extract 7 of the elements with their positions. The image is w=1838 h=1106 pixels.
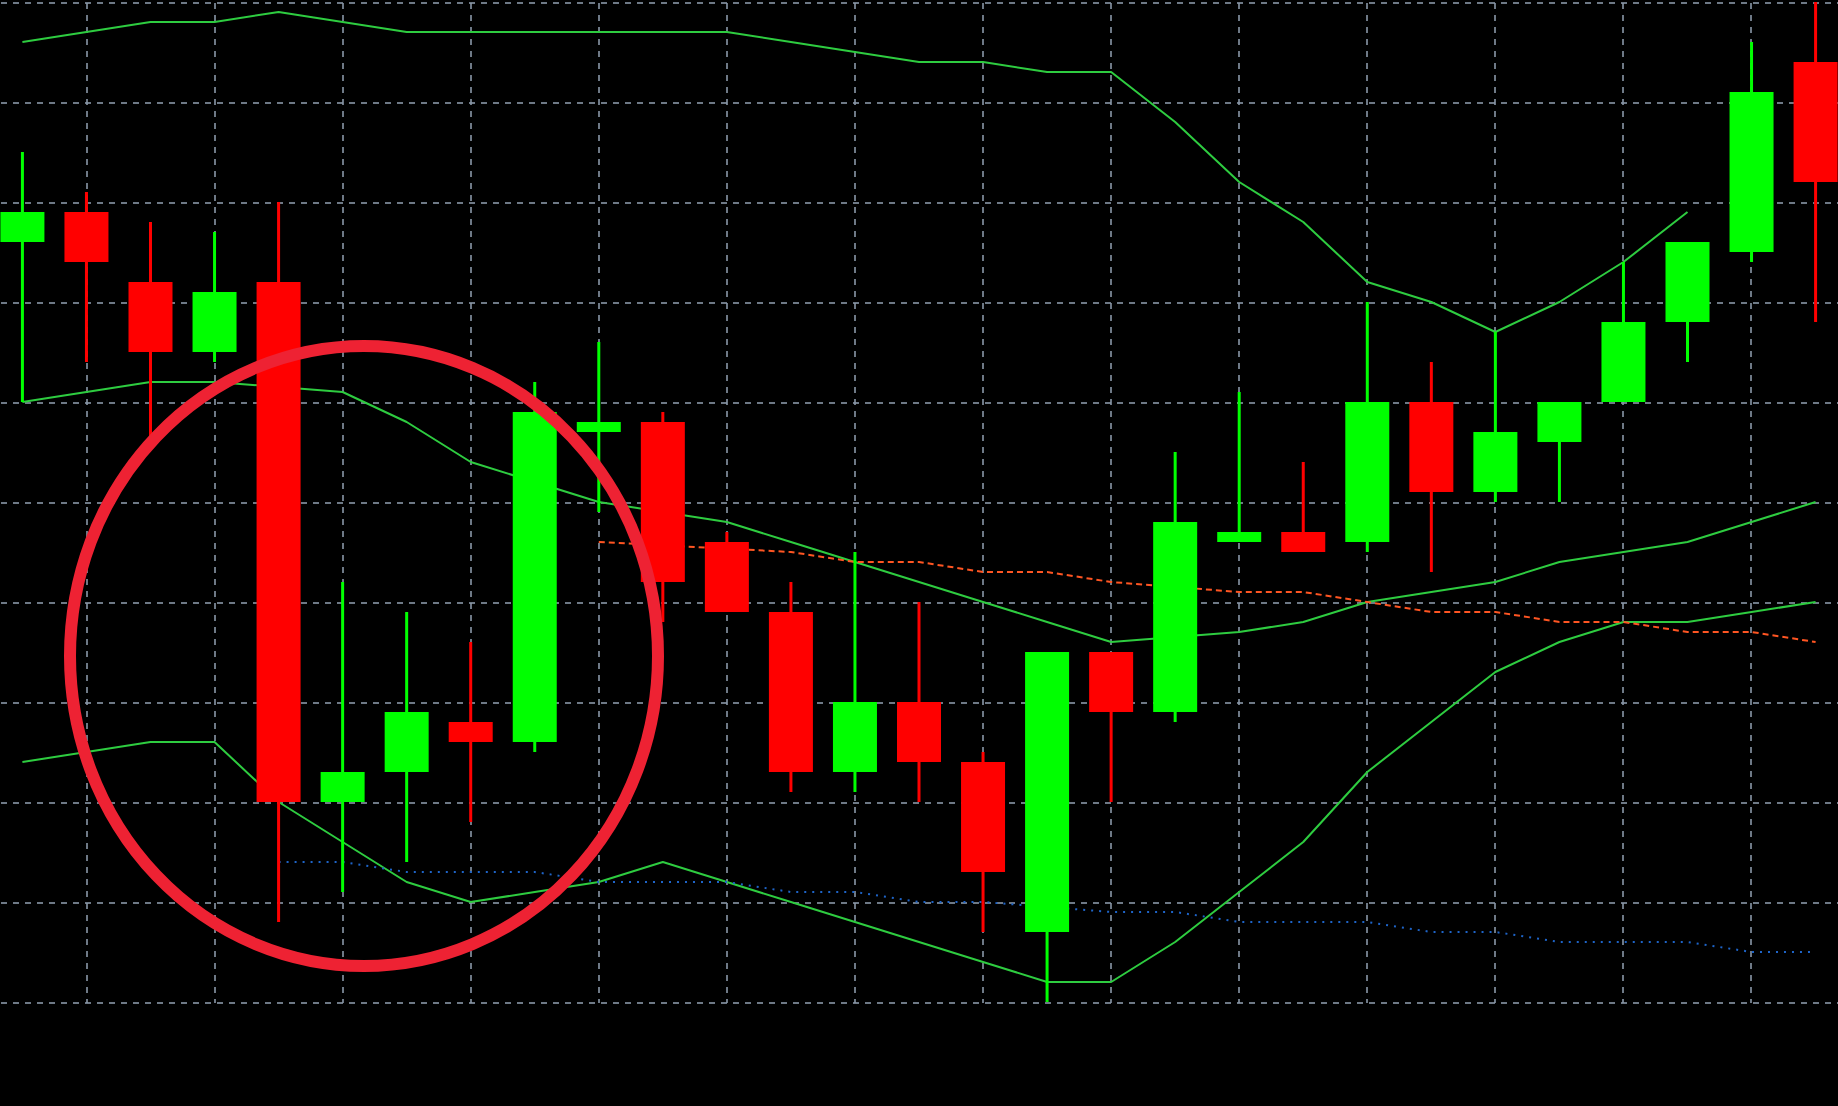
candlestick <box>320 580 365 894</box>
candlestick <box>1281 460 1326 554</box>
candlestick <box>576 340 621 514</box>
candlestick <box>0 150 45 404</box>
candlestick <box>1537 400 1582 504</box>
candlestick <box>448 640 493 824</box>
candlestick <box>1217 390 1262 544</box>
